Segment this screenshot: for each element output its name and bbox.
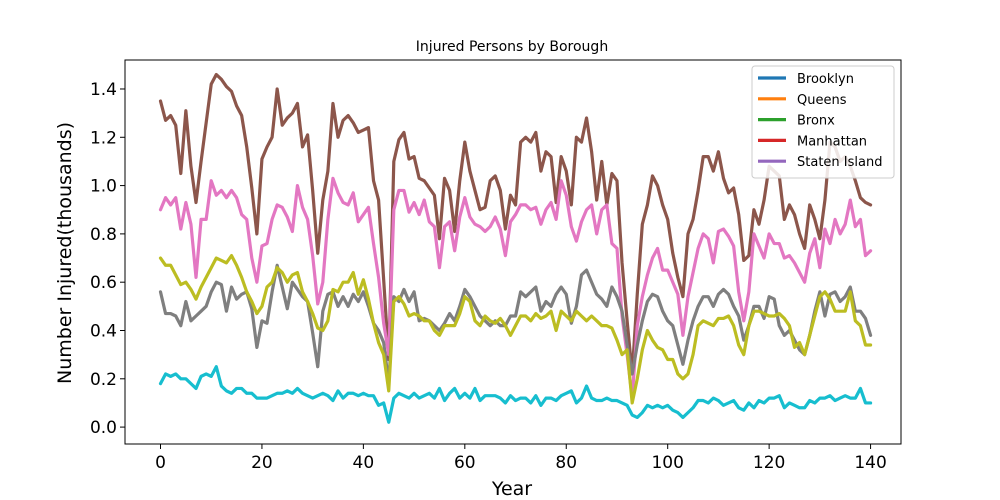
y-tick-label: 0.8 <box>90 225 117 245</box>
legend-label: Bronx <box>797 114 835 129</box>
x-tick-label: 100 <box>651 453 683 473</box>
x-tick-label: 120 <box>753 453 785 473</box>
legend: Brooklyn Queens Bronx Manhattan Staten Islan… <box>751 65 895 179</box>
series-line-4 <box>158 365 873 424</box>
y-tick-label: 0.4 <box>90 321 117 341</box>
y-axis-title: Number Injured(thousands) <box>54 122 76 384</box>
x-tick-label: 140 <box>854 453 886 473</box>
series-line-3 <box>158 254 873 405</box>
x-tick-label: 80 <box>555 453 577 473</box>
legend-label: Manhattan <box>797 134 867 149</box>
legend-label: Brooklyn <box>797 72 854 87</box>
y-tick-label: 0.2 <box>90 370 117 390</box>
x-tick-label: 60 <box>454 453 476 473</box>
y-tick-label: 1.0 <box>90 177 117 197</box>
x-tick-label: 40 <box>353 453 375 473</box>
x-tick-label: 0 <box>155 453 166 473</box>
y-tick-label: 1.2 <box>90 128 117 148</box>
legend-box <box>751 65 895 179</box>
y-tick-label: 0.6 <box>90 273 117 293</box>
x-axis: 0 20 40 60 80 100 120 140 <box>155 444 887 473</box>
series-layer <box>158 72 873 424</box>
legend-label: Queens <box>797 93 847 108</box>
chart-title: Injured Persons by Borough <box>416 39 608 55</box>
series-line-1 <box>158 176 873 400</box>
series-line-0 <box>158 72 873 376</box>
plot-area-frame <box>124 59 902 445</box>
y-tick-label: 0.0 <box>90 418 117 438</box>
legend-label: Staten Island <box>797 155 882 170</box>
y-axis: 0.0 0.2 0.4 0.6 0.8 1.0 1.2 1.4 <box>90 80 125 438</box>
x-tick-label: 20 <box>251 453 273 473</box>
y-tick-label: 1.4 <box>90 80 117 100</box>
x-axis-title: Year <box>491 478 532 500</box>
